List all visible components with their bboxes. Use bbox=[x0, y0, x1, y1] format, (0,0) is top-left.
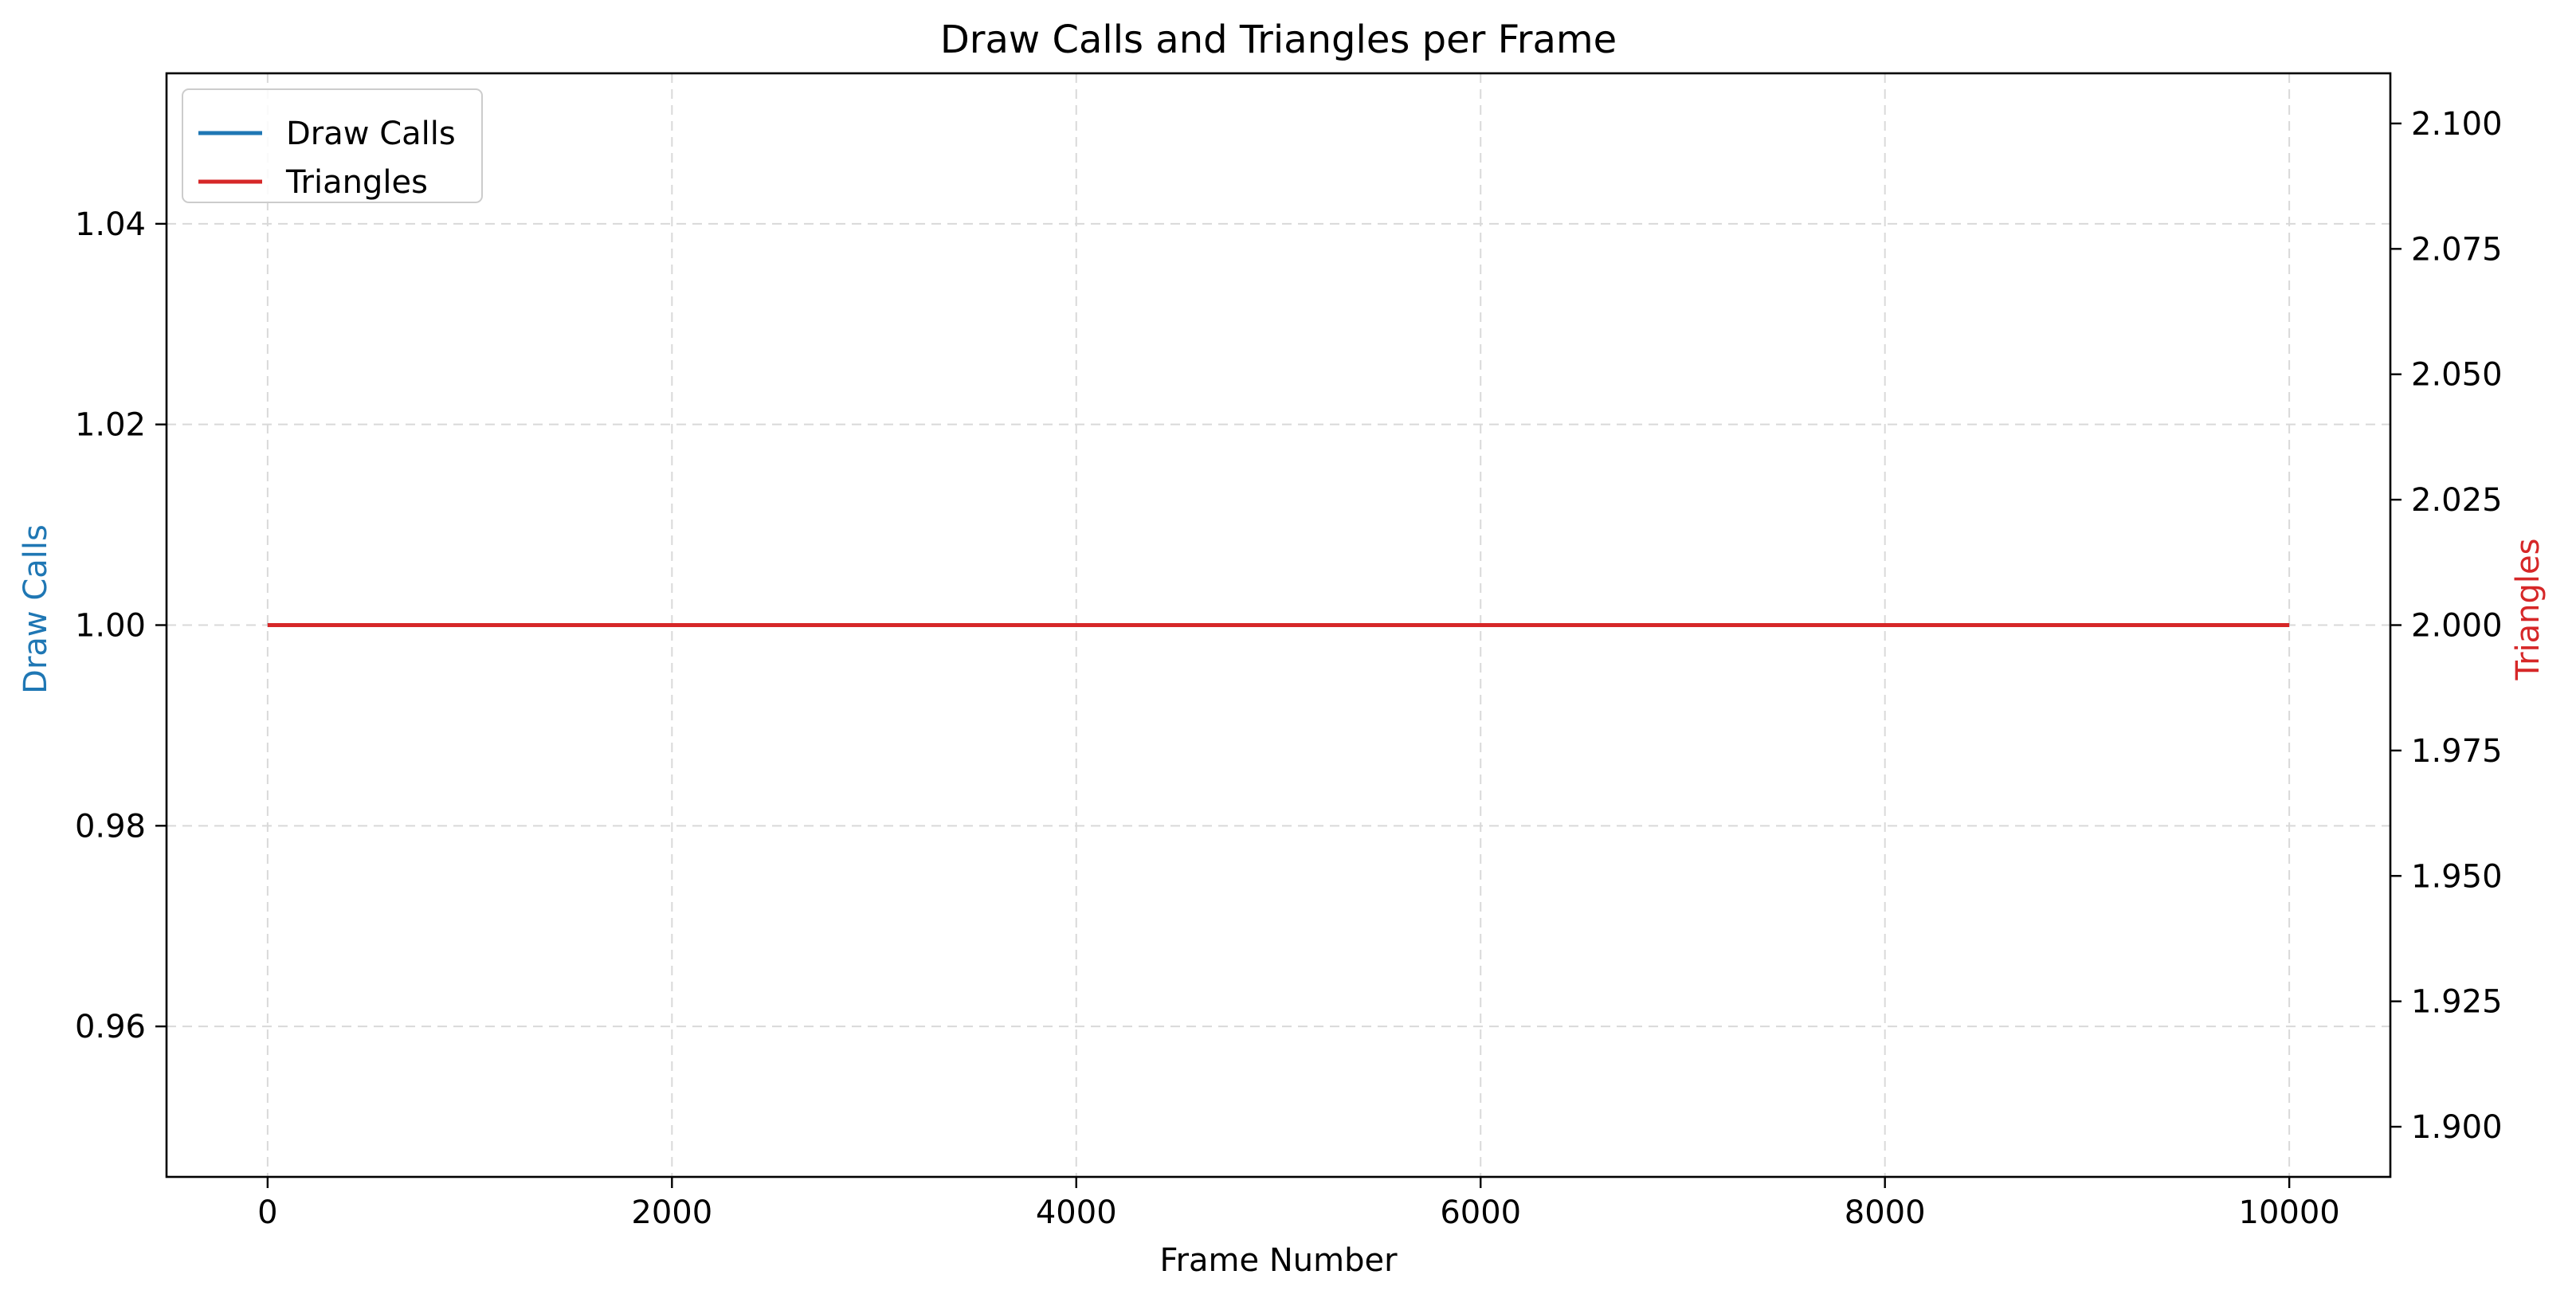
chart-title: Draw Calls and Triangles per Frame bbox=[940, 18, 1617, 62]
y-right-tick-label: 2.075 bbox=[2411, 231, 2503, 268]
y-axis-right: 1.900 1.925 1.950 1.975 2.000 2.025 2.050 2.075… bbox=[2390, 106, 2503, 1146]
y-right-tick-label: 1.925 bbox=[2411, 984, 2503, 1021]
y-axis-right-title: Triangles bbox=[2510, 539, 2547, 681]
y-right-tick-label: 1.975 bbox=[2411, 733, 2503, 770]
y-right-tick-label: 2.100 bbox=[2411, 106, 2503, 143]
y-left-tick-label: 1.04 bbox=[75, 206, 146, 243]
x-tick-label: 10000 bbox=[2239, 1194, 2340, 1231]
x-tick-label: 2000 bbox=[631, 1194, 712, 1231]
y-right-tick-label: 2.025 bbox=[2411, 482, 2503, 519]
y-left-tick-label: 1.02 bbox=[75, 407, 146, 444]
y-left-tick-label: 0.96 bbox=[75, 1009, 146, 1045]
y-right-tick-label: 1.950 bbox=[2411, 858, 2503, 895]
y-axis-left: 0.96 0.98 1.00 1.02 1.04 bbox=[75, 206, 167, 1045]
x-tick-label: 4000 bbox=[1036, 1194, 1117, 1231]
y-right-tick-label: 2.000 bbox=[2411, 608, 2503, 645]
legend-label: Triangles bbox=[285, 164, 428, 201]
y-axis-left-title: Draw Calls bbox=[18, 524, 54, 694]
x-tick-label: 6000 bbox=[1440, 1194, 1521, 1231]
y-left-tick-label: 1.00 bbox=[75, 608, 146, 645]
legend-box bbox=[182, 88, 483, 203]
legend-label: Draw Calls bbox=[286, 116, 456, 152]
y-left-tick-label: 0.98 bbox=[75, 808, 146, 845]
x-axis: 0 2000 4000 6000 8000 10000 bbox=[257, 1177, 2340, 1231]
x-axis-title: Frame Number bbox=[1159, 1242, 1398, 1279]
y-right-tick-label: 2.050 bbox=[2411, 357, 2503, 394]
x-tick-label: 0 bbox=[257, 1194, 277, 1231]
legend: Draw Calls Triangles bbox=[182, 88, 483, 203]
y-right-tick-label: 1.900 bbox=[2411, 1109, 2503, 1146]
x-tick-label: 8000 bbox=[1845, 1194, 1926, 1231]
